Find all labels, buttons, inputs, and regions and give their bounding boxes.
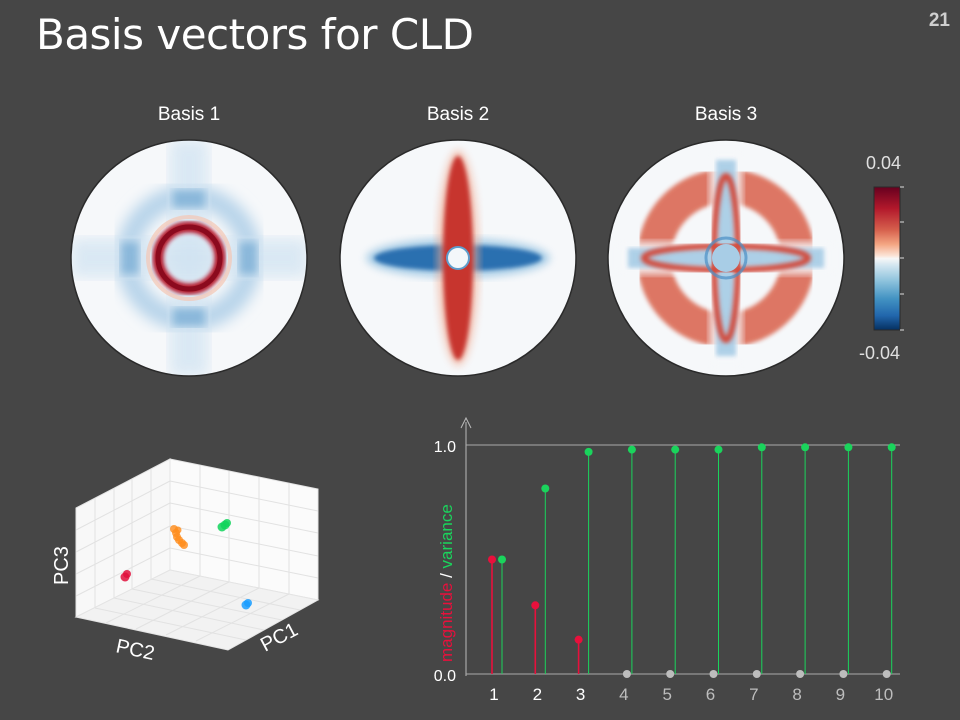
- variance-point: [714, 445, 723, 454]
- magnitude-point: [796, 670, 805, 678]
- magnitude-point: [839, 670, 848, 678]
- cluster-green: [217, 519, 231, 532]
- colorbar: [873, 186, 904, 331]
- magnitude-point: [709, 670, 718, 678]
- variance-point: [627, 445, 636, 454]
- y-axis-arrow: [460, 416, 472, 429]
- magnitude-point: [488, 555, 496, 564]
- x-tick-label: 5: [662, 685, 671, 704]
- variance-point: [801, 443, 810, 452]
- magnitude-point: [622, 670, 631, 678]
- y-tick-label: 0.0: [434, 668, 456, 685]
- basis-2-label: Basis 2: [426, 104, 490, 125]
- colorbar-min-label: -0.04: [859, 343, 901, 363]
- y-tick-label: 1.0: [434, 439, 456, 456]
- x-tick-label: 2: [533, 685, 542, 704]
- magnitude-point: [752, 670, 761, 678]
- basis-1-label: Basis 1: [157, 104, 221, 125]
- x-tick-label: 6: [706, 685, 715, 704]
- colorbar-max-label: 0.04: [866, 153, 902, 173]
- variance-point: [757, 443, 766, 452]
- variance-point: [584, 447, 593, 456]
- variance-point: [844, 443, 853, 452]
- variance-point: [671, 445, 680, 454]
- cluster-red: [120, 570, 131, 582]
- slide-title: Basis vectors for CLD: [36, 10, 474, 59]
- magnitude-point: [882, 670, 891, 678]
- basis-3-image: [607, 139, 845, 377]
- x-tick-label: 1: [489, 685, 498, 704]
- magnitude-point: [574, 635, 583, 644]
- pc3-axis-label: PC3: [51, 546, 73, 585]
- cluster-orange: [170, 525, 188, 549]
- x-tick-label: 8: [792, 685, 801, 704]
- ylabel-variance: variance: [437, 504, 456, 568]
- variance-point: [541, 484, 550, 493]
- basis-3-label: Basis 3: [694, 104, 758, 125]
- basis-2-image: [339, 139, 577, 377]
- pca-3d-plot: PC2 PC1 PC3: [51, 458, 320, 665]
- basis-1-image: [70, 139, 308, 377]
- ylabel-slash: /: [437, 568, 456, 582]
- x-tick-label: 4: [619, 685, 628, 704]
- basis-images: [70, 139, 904, 377]
- y-axis-label: magnitude / variance: [437, 504, 456, 662]
- page-number: 21: [928, 10, 950, 31]
- magnitude-point: [666, 670, 675, 678]
- ylabel-magnitude: magnitude: [437, 583, 456, 662]
- magnitude-point: [531, 601, 540, 610]
- cluster-blue: [241, 599, 252, 610]
- variance-point: [887, 443, 896, 452]
- x-tick-label: 9: [836, 685, 845, 704]
- variance-point: [498, 555, 506, 564]
- x-tick-label: 7: [749, 685, 758, 704]
- x-tick-label: 10: [874, 685, 893, 704]
- x-tick-label: 3: [576, 685, 585, 704]
